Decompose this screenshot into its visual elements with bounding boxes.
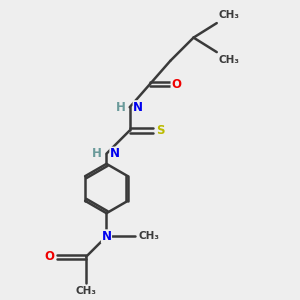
Text: CH₃: CH₃ [218,55,239,65]
Text: CH₃: CH₃ [218,10,239,20]
Text: S: S [156,124,164,137]
Text: CH₃: CH₃ [138,231,159,242]
Text: N: N [110,147,120,160]
Text: N: N [133,101,143,114]
Text: O: O [44,250,54,263]
Text: H: H [116,101,125,114]
Text: CH₃: CH₃ [76,286,97,296]
Text: N: N [101,230,112,243]
Text: H: H [92,147,102,160]
Text: O: O [171,77,181,91]
